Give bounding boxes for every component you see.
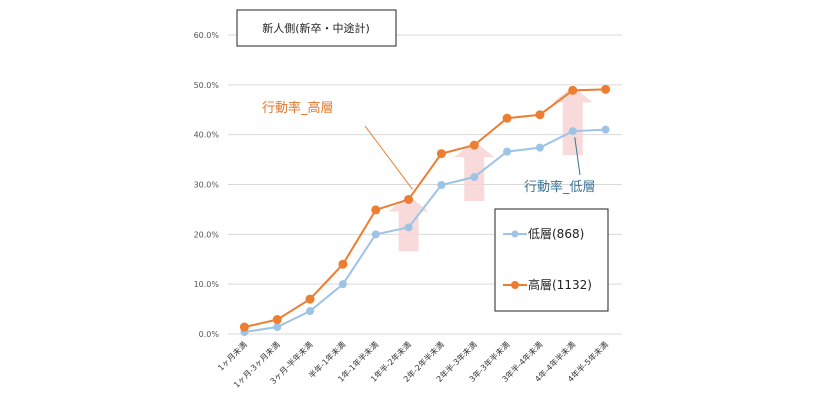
y-axis-ticks: 0.0% 10.0% 20.0% 30.0% 40.0% 50.0% 60.0% (194, 31, 220, 339)
legend-high-label: 高層(1132) (528, 277, 592, 292)
data-point (338, 280, 347, 289)
legend-frame (494, 208, 609, 312)
series-line (244, 88, 606, 328)
data-point (306, 307, 315, 316)
annotation-high: 行動率_高層 (262, 100, 334, 116)
series-lines (239, 84, 611, 337)
data-point (502, 113, 512, 123)
data-point (338, 259, 348, 269)
chart-title: 新人側(新卒・中途計) (262, 21, 370, 35)
highlight-arrow (552, 86, 593, 156)
callout-lines (364, 125, 581, 190)
y-tick-label: 10.0% (194, 280, 220, 289)
data-point (404, 194, 414, 204)
annotation-low: 行動率_低層 (524, 179, 596, 195)
data-point (470, 173, 479, 182)
legend-low-marker (511, 230, 519, 238)
data-point (273, 323, 282, 332)
legend-high-marker (511, 281, 519, 289)
data-point (503, 147, 512, 156)
highlight-arrow (454, 141, 495, 202)
y-tick-label: 0.0% (199, 330, 220, 339)
y-tick-label: 20.0% (194, 230, 220, 239)
callout-line-high (364, 125, 413, 190)
legend: 低層(868) 高層(1132) (494, 208, 609, 312)
legend-low-label: 低層(868) (528, 227, 584, 241)
data-point (305, 294, 315, 304)
data-point (568, 85, 578, 95)
data-point (404, 223, 413, 232)
series-high (239, 84, 611, 332)
x-axis-ticks: 1ヶ月未満1ヶ月-3ヶ月未満3ヶ月-半年未満半年-1年未満1年-1年半未満1年半… (216, 339, 610, 389)
data-point (371, 230, 380, 239)
chart-title-frame (236, 9, 397, 47)
data-point (272, 315, 282, 325)
y-tick-label: 60.0% (194, 31, 220, 40)
series-low (240, 125, 610, 337)
data-point (601, 125, 610, 134)
chart-title-box: 新人側(新卒・中途計) (236, 9, 397, 47)
data-point (371, 205, 381, 215)
data-point (239, 322, 249, 332)
data-point (436, 149, 446, 159)
y-tick-label: 40.0% (194, 131, 220, 140)
callout-line-low (574, 137, 581, 176)
data-point (601, 84, 611, 94)
highlight-arrows (388, 86, 593, 252)
series-line (244, 128, 606, 333)
x-tick-label: 1ヶ月未満 (216, 339, 249, 372)
data-point (469, 140, 479, 150)
y-tick-label: 50.0% (194, 81, 220, 90)
data-point (437, 180, 446, 189)
data-point (568, 127, 577, 136)
y-tick-label: 30.0% (194, 181, 220, 190)
data-point (535, 110, 545, 120)
data-point (535, 143, 544, 152)
